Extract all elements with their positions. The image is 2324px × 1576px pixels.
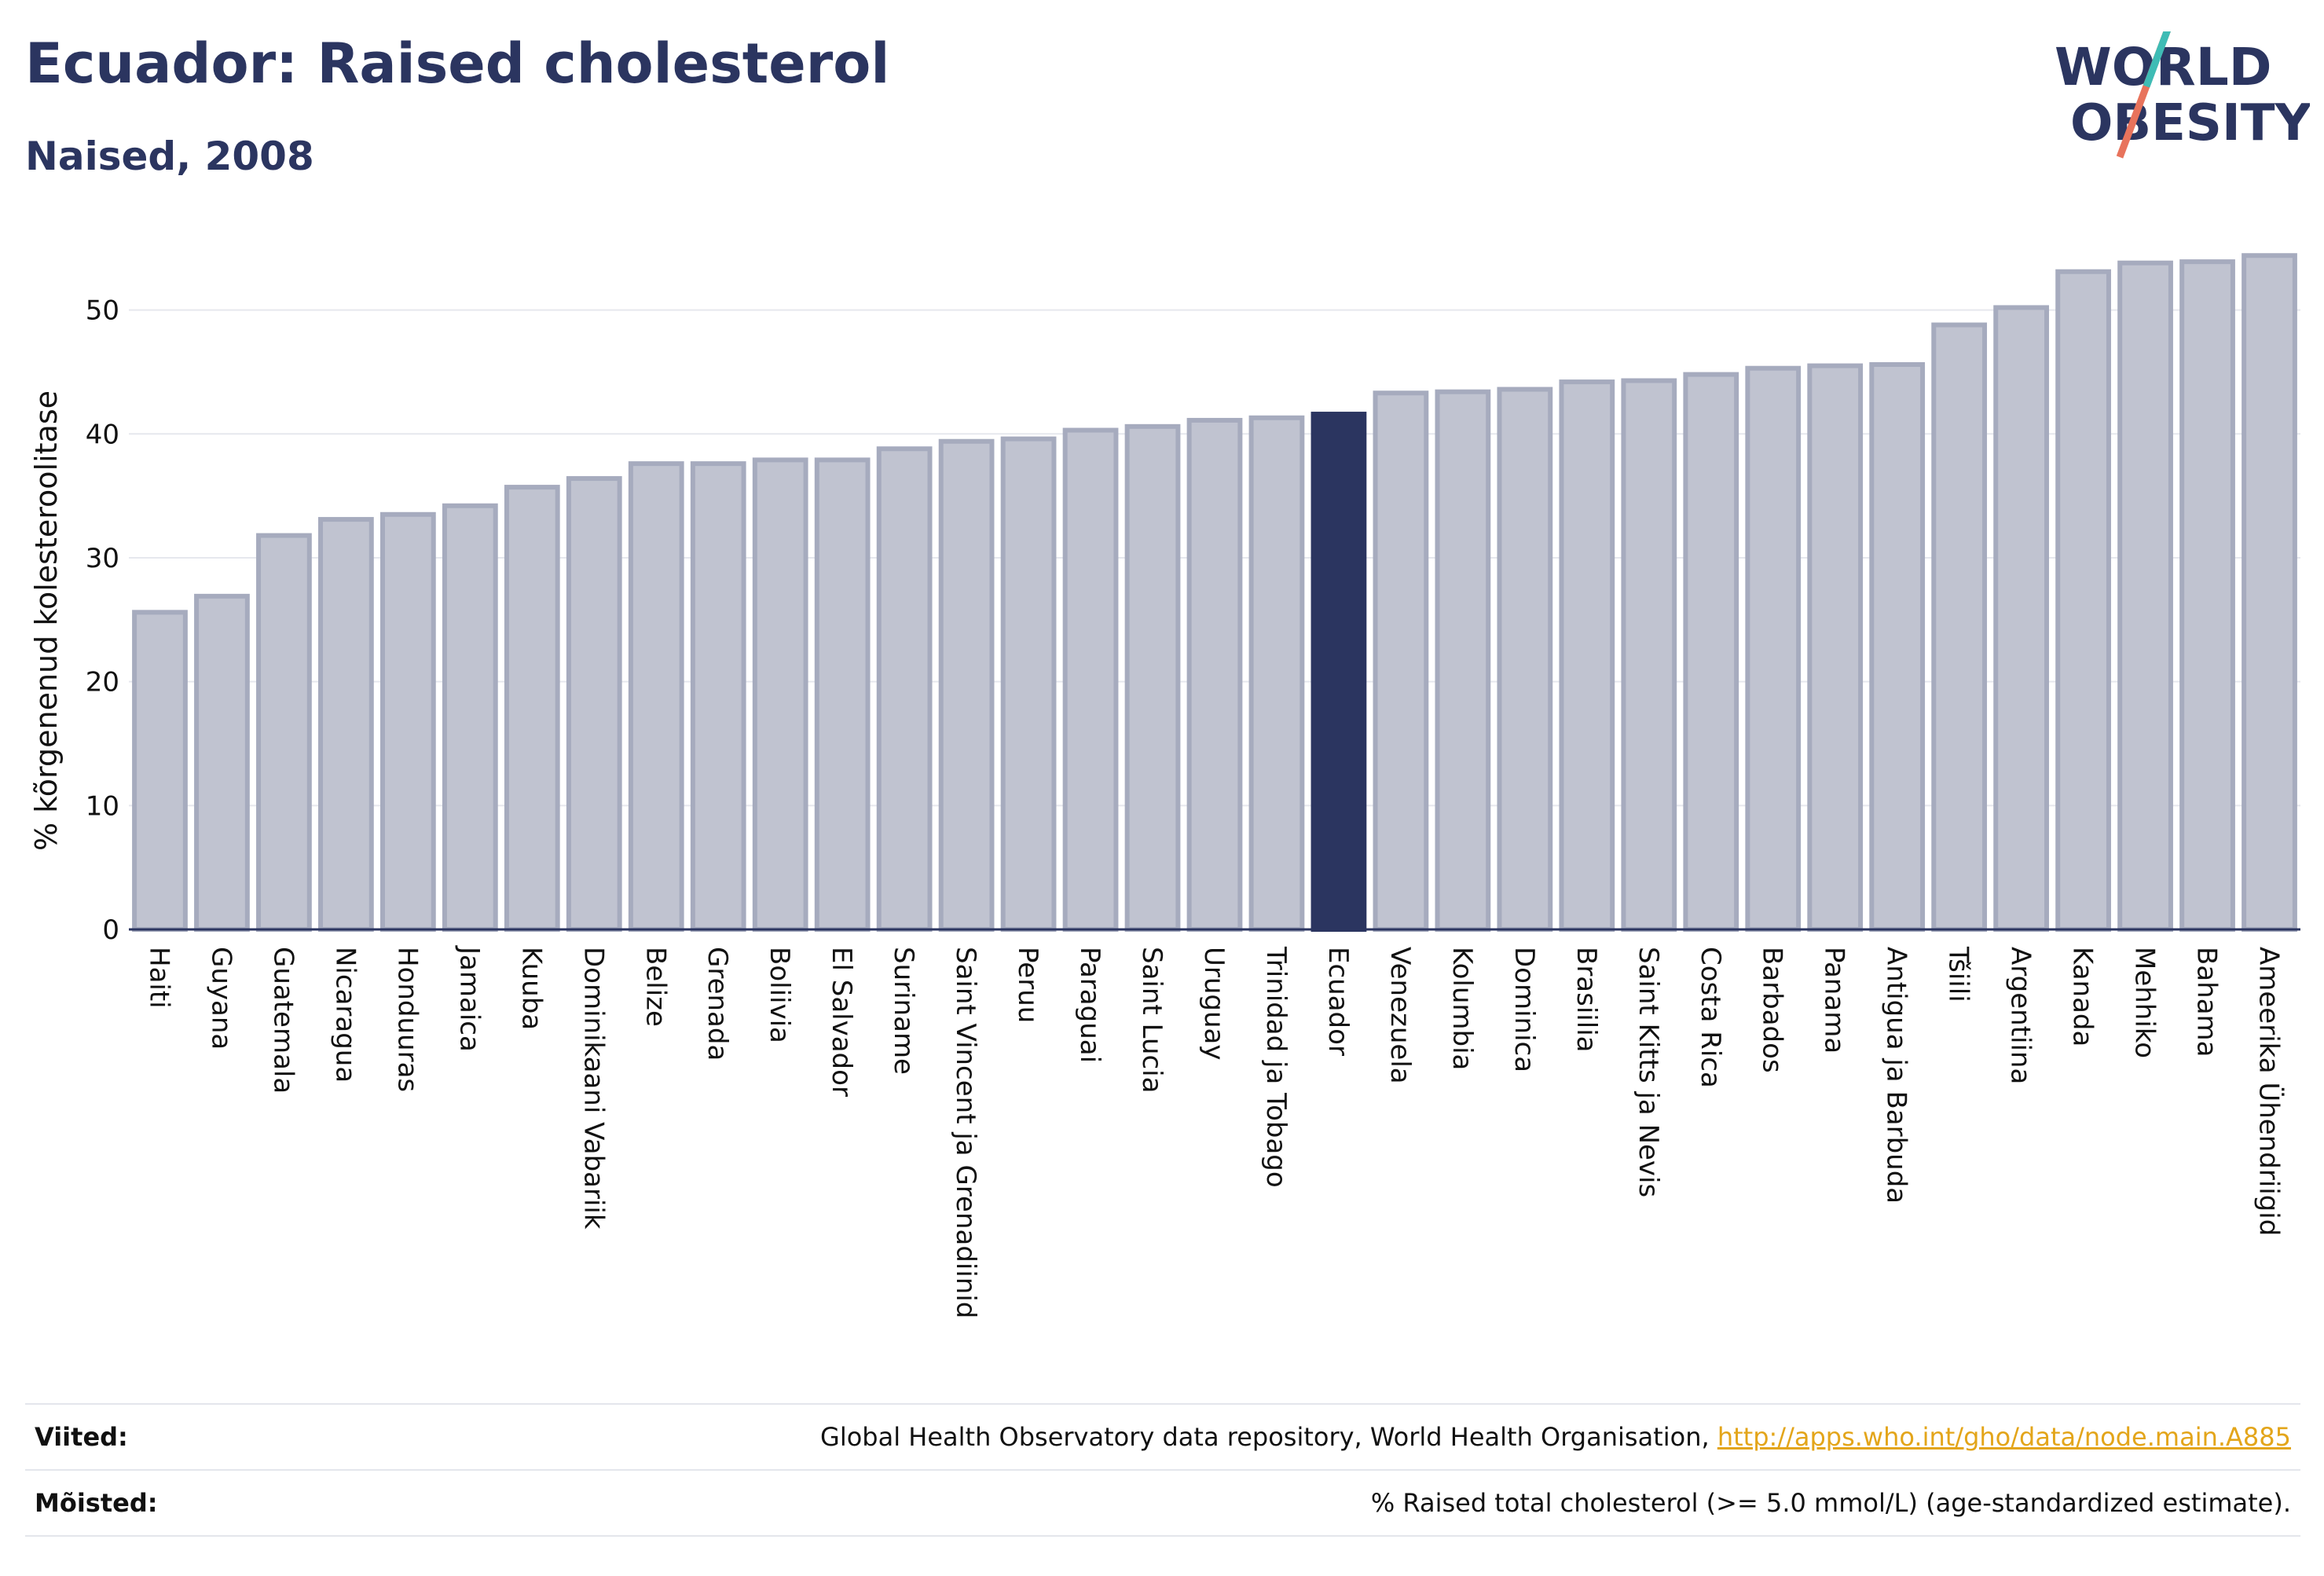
logo-text-obesity: OBESITY (2070, 94, 2310, 152)
footer-sources-row: Viited: Global Health Observatory data r… (25, 1405, 2300, 1471)
x-tick-label: Boliivia (764, 947, 795, 1043)
x-tick-label: Barbados (1757, 947, 1788, 1073)
sources-link[interactable]: http://apps.who.int/gho/data/node.main.A… (1717, 1422, 2291, 1452)
world-obesity-logo: WORLD OBESITY (2055, 31, 2310, 159)
x-tick-label: Dominikaani Vabariik (577, 947, 609, 1230)
bar[interactable] (1248, 415, 1305, 932)
bar[interactable] (2117, 260, 2173, 933)
bar[interactable] (566, 476, 622, 932)
y-axis-label: % kõrgenenud kolesteroolitase (29, 390, 64, 851)
bar-highlight[interactable] (1310, 412, 1367, 932)
bar[interactable] (194, 593, 250, 933)
bar[interactable] (1435, 389, 1491, 932)
bar[interactable] (1931, 322, 1988, 932)
bar[interactable] (442, 503, 498, 932)
footer-definitions-row: Mõisted: % Raised total cholesterol (>= … (25, 1471, 2300, 1537)
x-tick-label: Brasiilia (1571, 947, 1602, 1052)
definitions-label: Mõisted: (35, 1488, 158, 1518)
bar[interactable] (1683, 372, 1739, 933)
definitions-text: % Raised total cholesterol (>= 5.0 mmol/… (1370, 1488, 2291, 1518)
x-tick-label: Panama (1819, 947, 1850, 1054)
bar[interactable] (132, 610, 188, 932)
sources-description: Global Health Observatory data repositor… (820, 1422, 1717, 1452)
bar[interactable] (2179, 259, 2235, 932)
bar[interactable] (690, 461, 746, 932)
x-tick-label: Saint Vincent ja Grenadiinid (950, 947, 981, 1318)
x-tick-label: Belize (640, 947, 671, 1027)
x-tick-label: Ecuador (1322, 947, 1354, 1056)
x-tick-label: Kanada (2067, 947, 2099, 1046)
x-tick-label: El Salvador (826, 947, 857, 1097)
bar[interactable] (1062, 427, 1119, 932)
bar[interactable] (628, 461, 684, 932)
y-tick-label: 10 (86, 790, 119, 822)
sources-text: Global Health Observatory data repositor… (820, 1422, 2291, 1452)
bar[interactable] (1559, 379, 1615, 932)
bar[interactable] (256, 533, 312, 932)
x-tick-label: Saint Kitts ja Nevis (1633, 947, 1664, 1197)
sources-label: Viited: (35, 1422, 128, 1452)
bar[interactable] (876, 446, 933, 932)
bar[interactable] (2242, 253, 2297, 932)
axis-layer: 0 10 20 30 40 50 Haiti Guyana Guatemala Nicaragua… (86, 295, 2300, 1318)
x-tick-label: Uruguay (1198, 947, 1230, 1061)
chart-subtitle: Naised, 2008 (25, 134, 314, 179)
x-tick-label: Nicaragua (329, 947, 361, 1083)
bar[interactable] (2055, 269, 2111, 932)
x-tick-label: Mehhiko (2129, 947, 2161, 1058)
y-tick-label: 30 (86, 543, 119, 574)
x-tick-label: Suriname (888, 947, 919, 1075)
bar[interactable] (1000, 436, 1057, 932)
bar[interactable] (1373, 390, 1429, 933)
bar[interactable] (379, 511, 436, 932)
y-tick-label: 50 (86, 295, 119, 327)
x-tick-label: Ameerika Ühendriigid (2253, 947, 2286, 1236)
x-tick-label: Bahama (2191, 947, 2223, 1057)
x-tick-label: Trinidad ja Tobago (1260, 946, 1292, 1188)
x-tick-label: Honduuras (391, 947, 423, 1092)
bar[interactable] (1993, 305, 2050, 933)
bar[interactable] (1186, 417, 1243, 932)
x-tick-label: Guyana (205, 947, 236, 1050)
x-tick-label: Costa Rica (1695, 947, 1726, 1088)
x-tick-label: Venezuela (1384, 947, 1416, 1084)
y-tick-label: 0 (102, 914, 119, 946)
bar[interactable] (1497, 387, 1553, 932)
x-tick-label: Paraguai (1074, 947, 1105, 1063)
y-tick-label: 40 (86, 419, 119, 450)
x-tick-label: Antigua ja Barbuda (1881, 947, 1912, 1204)
bar[interactable] (1869, 361, 1926, 932)
x-tick-label: Dominica (1508, 947, 1540, 1072)
x-tick-label: Tšiili (1943, 946, 1974, 1002)
bar[interactable] (504, 485, 560, 932)
x-tick-label: Haiti (143, 947, 174, 1009)
chart-title: Ecuador: Raised cholesterol (25, 31, 890, 96)
bar[interactable] (814, 457, 871, 932)
bar[interactable] (1124, 423, 1181, 932)
bar[interactable] (318, 517, 374, 932)
x-tick-label: Grenada (702, 947, 733, 1061)
footer: Viited: Global Health Observatory data r… (25, 1403, 2300, 1537)
bar-layer (132, 253, 2297, 933)
x-tick-label: Guatemala (267, 947, 299, 1094)
bar[interactable] (938, 438, 995, 932)
bar[interactable] (1621, 378, 1677, 932)
x-tick-label: Peruu (1012, 947, 1043, 1023)
x-tick-label: Kolumbia (1446, 947, 1478, 1070)
x-tick-label: Saint Lucia (1136, 947, 1167, 1093)
bar-chart: 0 10 20 30 40 50 Haiti Guyana Guatemala Nicaragua… (29, 253, 2300, 1318)
y-tick-label: 20 (86, 667, 119, 698)
x-tick-label: Argentiina (2005, 947, 2036, 1084)
x-tick-label: Jamaica (453, 945, 485, 1052)
x-tick-label: Kuuba (515, 947, 547, 1030)
logo-slash-teal (2143, 31, 2171, 88)
bar[interactable] (1807, 363, 1864, 932)
bar[interactable] (752, 457, 808, 932)
bar[interactable] (1745, 365, 1802, 932)
